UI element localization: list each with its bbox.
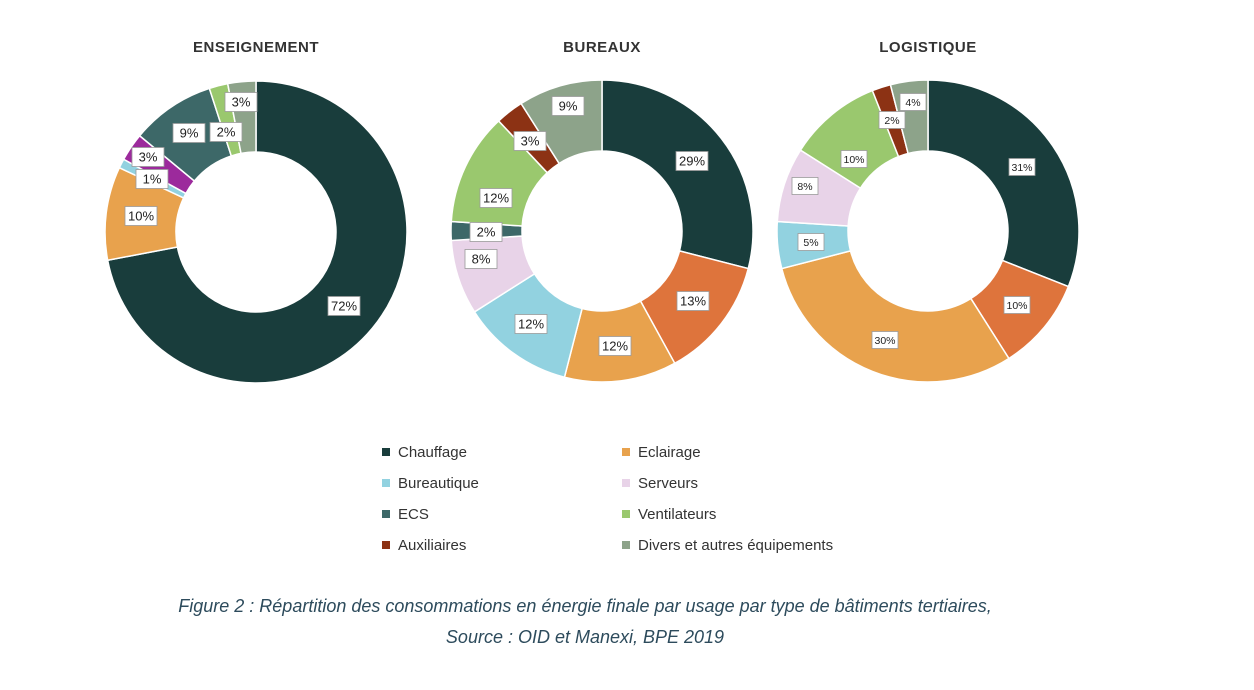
pie-slice [927, 79, 1080, 288]
legend-item: Divers et autres équipements [622, 534, 922, 556]
data-label-box [124, 206, 158, 226]
data-label: 8% [472, 252, 491, 267]
data-label: 2% [477, 225, 496, 240]
caption-line-2: Source : OID et Manexi, BPE 2019 [445, 627, 725, 647]
legend-swatch [622, 510, 630, 518]
data-label: 72% [331, 299, 357, 314]
data-label: 30% [874, 335, 895, 347]
data-label-box [878, 111, 906, 129]
legend-swatch [382, 448, 390, 456]
legend-item: Eclairage [622, 441, 922, 463]
chart-title: BUREAUX [563, 39, 641, 56]
data-label-box [513, 131, 547, 151]
data-label: 10% [843, 154, 864, 166]
data-label-box [135, 169, 169, 189]
data-label-box [464, 249, 498, 269]
legend-label: Chauffage [398, 443, 467, 461]
data-label: 2% [217, 125, 236, 140]
legend-label: Auxiliaires [398, 536, 467, 554]
data-label: 12% [602, 339, 628, 354]
legend-swatch [382, 541, 390, 549]
data-label: 4% [905, 97, 920, 109]
legend-swatch [622, 479, 630, 487]
legend-swatch [382, 479, 390, 487]
data-label-box [840, 150, 868, 168]
data-label: 8% [797, 181, 812, 193]
data-label: 5% [803, 237, 818, 249]
data-label: 3% [521, 134, 540, 149]
data-label: 2% [884, 115, 899, 127]
data-label-box [551, 96, 585, 116]
legend: Chauffage Eclairage Bureautique Serveurs ECS… [382, 441, 942, 556]
data-label-box [479, 188, 513, 208]
data-label-box [797, 233, 825, 251]
data-label-box [131, 147, 165, 167]
legend-swatch [622, 448, 630, 456]
data-label-box [514, 314, 548, 334]
data-label: 9% [180, 126, 199, 141]
data-label-box [791, 177, 819, 195]
data-label-box [1008, 158, 1036, 176]
donut-chart-logistique: LOGISTIQUE 31% 10% 30% 5% 8% 10% 2% 4% [776, 39, 1080, 383]
legend-item: ECS [382, 503, 622, 525]
data-label: 1% [143, 172, 162, 187]
legend-label: Serveurs [638, 474, 699, 492]
data-label-box [172, 123, 206, 143]
data-label: 31% [1011, 162, 1032, 174]
data-label-box [676, 291, 710, 311]
data-label-box [675, 151, 709, 171]
legend-item: Auxiliaires [382, 534, 622, 556]
caption-line-1: Figure 2 : Répartition des consommations… [178, 596, 992, 616]
legend-item: Bureautique [382, 472, 622, 494]
data-label-box [598, 336, 632, 356]
data-label: 13% [680, 294, 706, 309]
data-label-box [327, 296, 361, 316]
legend-swatch [382, 510, 390, 518]
legend-swatch [622, 541, 630, 549]
data-label-box [1003, 296, 1031, 314]
data-label: 29% [679, 154, 705, 169]
pie-slice [601, 79, 754, 270]
legend-label: Divers et autres équipements [638, 536, 834, 554]
legend-label: Eclairage [638, 443, 701, 461]
data-label-box [209, 122, 243, 142]
chart-title: ENSEIGNEMENT [193, 39, 319, 56]
legend-item: Serveurs [622, 472, 922, 494]
donut-chart-bureaux: BUREAUX 29% 13% 12% 12% 8% 2% 12% 3% 9% [450, 39, 754, 383]
chart-title: LOGISTIQUE [879, 39, 977, 56]
data-label: 12% [518, 317, 544, 332]
legend-label: Ventilateurs [638, 505, 717, 523]
data-label-box [899, 93, 927, 111]
data-label-box [871, 331, 899, 349]
data-label: 10% [128, 209, 154, 224]
legend-label: Bureautique [398, 474, 479, 492]
charts-area: ENSEIGNEMENT 72% 10% 1% 3% 9% 2% 3% BUREAUX 29% 13… [104, 39, 1080, 384]
data-label: 10% [1006, 300, 1027, 312]
donut-chart-enseignement: ENSEIGNEMENT 72% 10% 1% 3% 9% 2% 3% [104, 39, 408, 384]
data-label-box [469, 222, 503, 242]
figure-caption: Figure 2 : Répartition des consommations… [0, 591, 1170, 653]
legend-label: ECS [398, 505, 429, 523]
data-label: 9% [559, 99, 578, 114]
legend-item: Chauffage [382, 441, 622, 463]
data-label-box [224, 92, 258, 112]
data-label: 3% [232, 95, 251, 110]
data-label: 3% [139, 150, 158, 165]
legend-item: Ventilateurs [622, 503, 922, 525]
data-label: 12% [483, 191, 509, 206]
pie-slice [780, 249, 1010, 383]
